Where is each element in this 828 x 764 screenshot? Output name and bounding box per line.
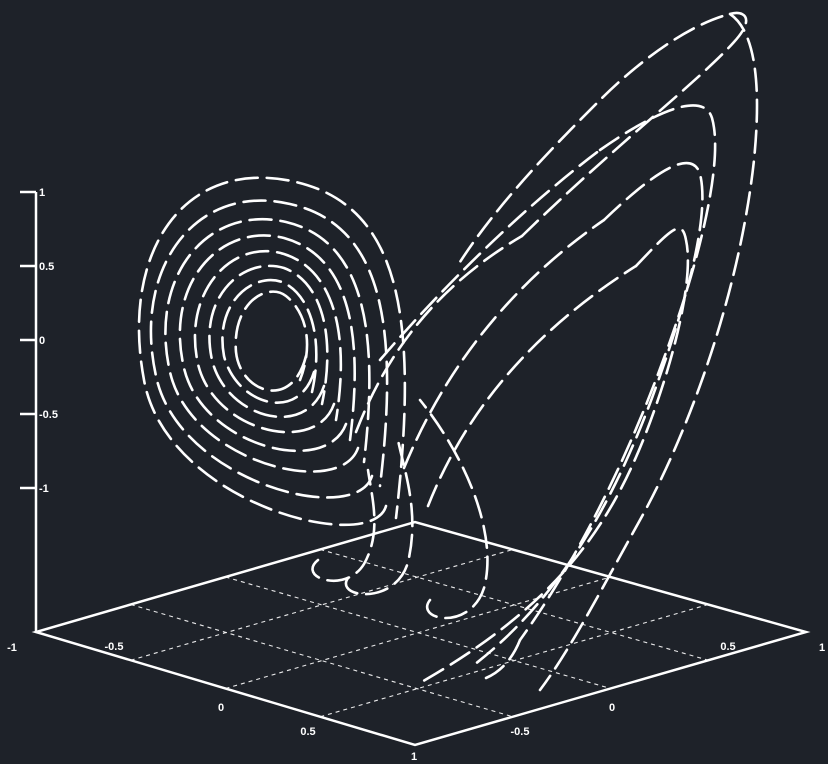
trajectory-segment	[311, 468, 376, 582]
trajectory-segment	[149, 199, 389, 499]
y-tick-label: 0.5	[720, 641, 735, 653]
z-tick-label: 0.5	[39, 261, 54, 273]
z-tick-label: -0.5	[39, 409, 58, 421]
trajectory-segment	[538, 12, 759, 692]
grid-line	[225, 576, 611, 690]
y-tick-label: -0.5	[511, 726, 530, 738]
z-tick-label: 0	[39, 335, 45, 347]
x-tick-label: -0.5	[105, 641, 124, 653]
trajectory-segment	[234, 290, 309, 392]
floor-plane	[31, 520, 811, 747]
trajectory-segment	[468, 161, 704, 670]
x-tick-label: 0	[218, 702, 224, 714]
y-tick-label: 0	[609, 702, 615, 714]
trajectory-series	[137, 11, 759, 692]
trajectory-segment	[344, 438, 414, 596]
grid-line	[320, 548, 709, 661]
z-tick-label: 1	[39, 187, 45, 199]
trajectory-segment	[193, 249, 343, 434]
grid-line	[130, 603, 513, 718]
floor-border	[31, 520, 811, 747]
trajectory-segment	[416, 227, 690, 686]
trajectory-segment	[402, 218, 606, 470]
trajectory-segment	[458, 11, 748, 264]
tick-labels: 1 0.5 0 -0.5 -1 -1 -0.5 0 0.5 1 1 0.5 0 -0.5	[7, 187, 825, 763]
trajectory-segment	[426, 264, 638, 508]
trajectory-segment	[418, 398, 489, 620]
z-tick-label: -1	[39, 483, 49, 495]
x-tick-label: 0.5	[300, 726, 315, 738]
trajectory-segment	[164, 217, 371, 473]
trajectory-segment	[518, 104, 717, 642]
trajectory-segment	[208, 264, 329, 419]
trajectory-segment	[178, 234, 356, 453]
z-axis	[20, 190, 38, 632]
x-tick-label: -1	[7, 642, 17, 654]
trajectory-segment	[137, 176, 407, 527]
trajectory-segment	[378, 148, 602, 362]
grid-line	[130, 548, 513, 661]
y-tick-label: 1	[819, 642, 825, 654]
trajectory-segment	[484, 638, 522, 680]
grid-line	[320, 603, 709, 718]
trajectory-segment	[354, 234, 524, 434]
x-tick-label: 1	[411, 751, 417, 763]
trajectory-segment	[221, 278, 318, 404]
